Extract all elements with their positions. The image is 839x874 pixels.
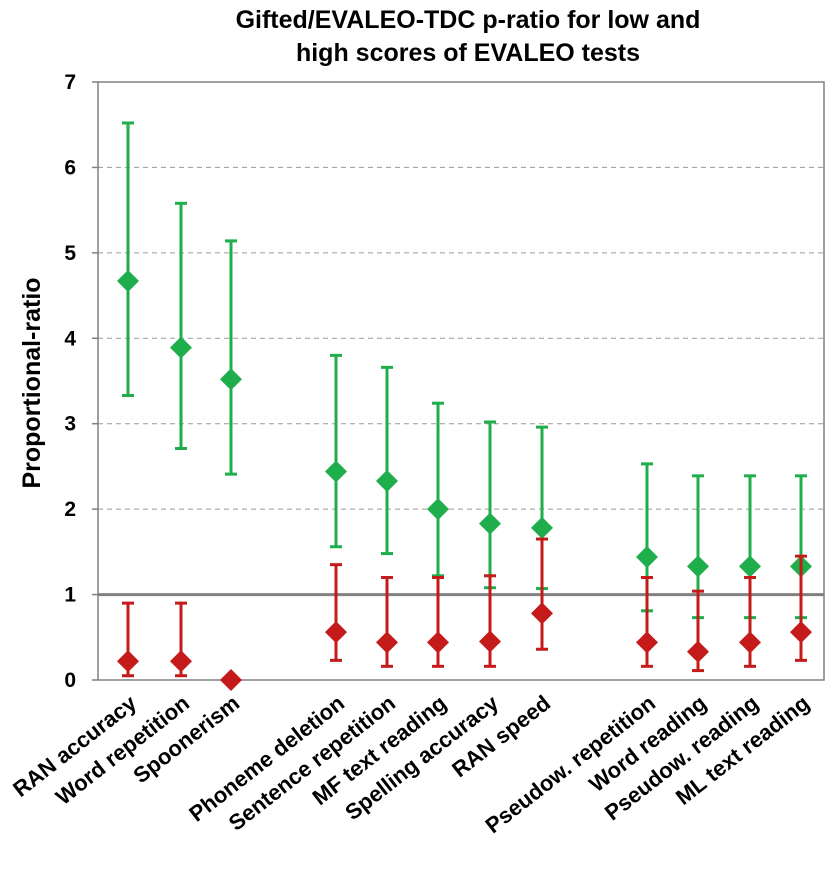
data-point	[325, 460, 347, 483]
data-point	[117, 270, 139, 293]
data-point	[376, 469, 398, 492]
data-point	[531, 602, 553, 625]
data-point	[427, 498, 449, 521]
chart-title-line-1: Gifted/EVALEO-TDC p-ratio for low and	[236, 6, 701, 34]
series-0	[117, 121, 812, 620]
gridlines	[98, 166, 824, 596]
y-axis-ticks: 0 1 2 3 4 5 6 7	[64, 71, 98, 692]
series	[117, 121, 812, 691]
y-tick-label-3: 3	[64, 413, 76, 436]
data-point	[170, 650, 192, 673]
data-point	[325, 621, 347, 644]
y-tick-label-6: 6	[64, 156, 76, 179]
y-tick-label-0: 0	[64, 669, 76, 692]
data-point	[636, 631, 658, 654]
data-point	[170, 336, 192, 359]
error-bar	[484, 420, 496, 590]
data-point	[220, 669, 242, 691]
y-tick-label-5: 5	[64, 242, 76, 265]
error-bar	[536, 537, 548, 651]
y-axis-label: Proportional-ratio	[18, 277, 46, 488]
plot-area	[97, 81, 825, 681]
data-point	[479, 630, 501, 653]
data-point	[739, 631, 761, 654]
error-bar	[484, 574, 496, 668]
series-1	[117, 537, 812, 691]
data-point	[687, 555, 709, 578]
y-tick-label-2: 2	[64, 498, 76, 521]
y-tick-label-4: 4	[64, 327, 76, 350]
data-point	[790, 621, 812, 644]
error-bar	[225, 239, 237, 476]
error-bar	[381, 365, 393, 556]
error-bar	[330, 563, 342, 662]
data-point	[376, 631, 398, 654]
data-point	[427, 631, 449, 654]
data-point	[479, 512, 501, 535]
data-point	[117, 650, 139, 673]
y-tick-label-1: 1	[64, 584, 76, 607]
data-point	[220, 368, 242, 391]
data-point	[636, 545, 658, 568]
chart-title-line-2: high scores of EVALEO tests	[296, 39, 640, 67]
y-tick-label-7: 7	[64, 71, 76, 94]
error-bar	[122, 121, 134, 398]
data-point	[531, 516, 553, 539]
data-point	[687, 640, 709, 663]
error-bar	[330, 353, 342, 549]
error-bar	[175, 201, 187, 450]
error-bar	[432, 401, 444, 578]
data-point	[739, 555, 761, 578]
